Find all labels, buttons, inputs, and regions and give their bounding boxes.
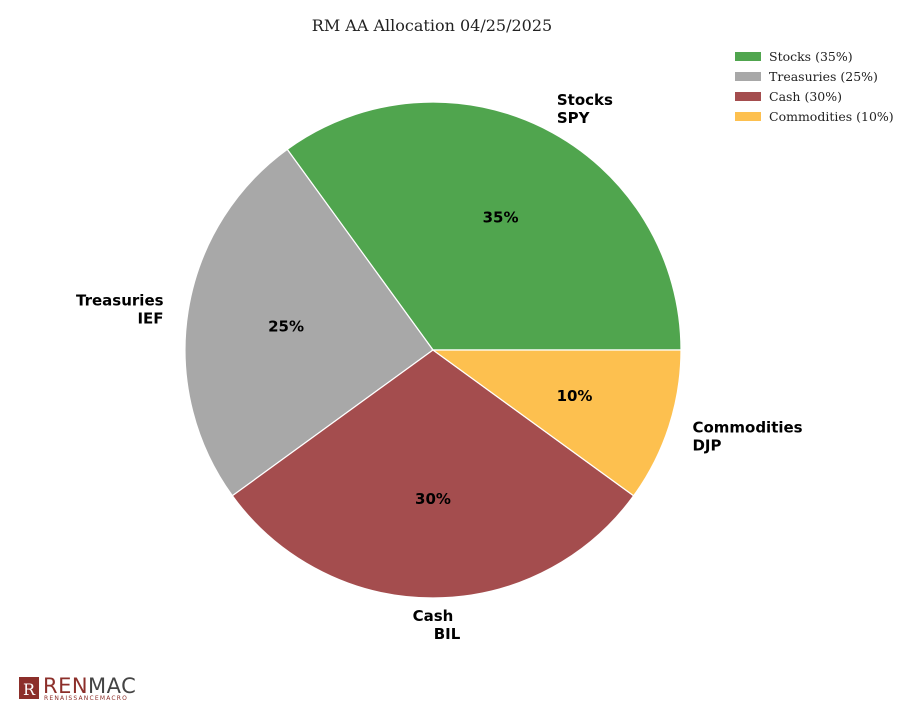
slice-commodities [431, 349, 682, 497]
chart-title: RM AA Allocation 04/25/2025 [312, 16, 552, 35]
slice-stocks [286, 101, 682, 351]
legend-swatch-stocks [735, 52, 761, 61]
legend-label-cash: Cash (30%) [769, 89, 842, 104]
legend-swatch-treasuries [735, 72, 761, 81]
outer-label-ticker: IEF [137, 309, 163, 327]
logo-ren: REN [43, 674, 88, 698]
outer-label-cash: Cash BIL [413, 607, 461, 643]
outer-label-stocks: Stocks SPY [557, 91, 613, 127]
outer-label-commodities: Commodities DJP [692, 418, 802, 454]
legend-swatch-commodities [735, 112, 761, 121]
pct-label-cash: 30% [415, 490, 451, 508]
pct-label-treasuries: 25% [268, 318, 304, 336]
legend-label-commodities: Commodities (10%) [769, 109, 894, 124]
legend: Stocks (35%) Treasuries (25%) Cash (30%) Co… [735, 49, 894, 124]
percent-labels: 35% 25% 30% 10% [268, 208, 592, 507]
legend-label-stocks: Stocks (35%) [769, 49, 853, 64]
outer-label-ticker: SPY [557, 109, 591, 127]
slice-treasuries [184, 148, 434, 497]
legend-label-treasuries: Treasuries (25%) [769, 69, 878, 84]
logo-mark-icon [19, 677, 39, 699]
logo-mac: MAC [88, 674, 136, 698]
legend-swatch-cash [735, 92, 761, 101]
pct-label-stocks: 35% [483, 208, 519, 226]
slice-labels: Stocks SPY Treasuries IEF Cash BIL Commodities… [76, 91, 803, 643]
pct-label-commodities: 10% [557, 387, 593, 405]
outer-label-ticker: DJP [692, 436, 721, 454]
outer-label-name: Commodities [692, 418, 802, 436]
outer-label-ticker: BIL [434, 625, 461, 643]
outer-label-name: Cash [413, 607, 454, 625]
logo-mark-glyph: R [23, 680, 36, 699]
slice-cash [231, 349, 635, 599]
outer-label-name: Treasuries [76, 291, 164, 309]
pie-slices [184, 101, 682, 599]
outer-label-treasuries: Treasuries IEF [76, 291, 164, 327]
outer-label-name: Stocks [557, 91, 613, 109]
logo-subtitle: RENAISSANCEMACRO [44, 695, 128, 702]
renmac-logo: R REN MAC RENAISSANCEMACRO [19, 674, 136, 702]
